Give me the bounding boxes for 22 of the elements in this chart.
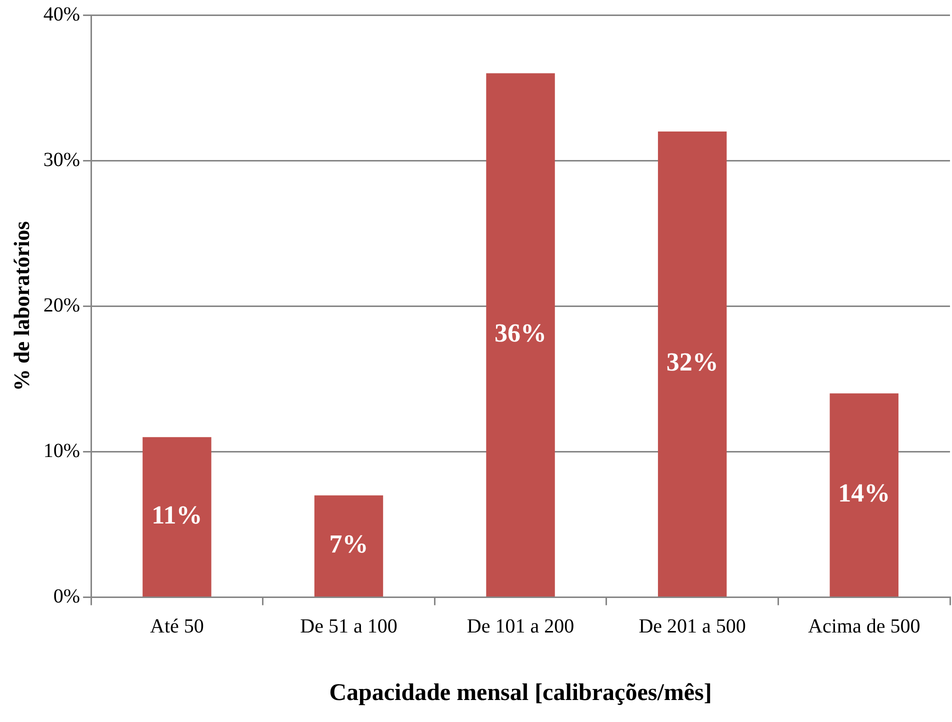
y-tick-label: 40% <box>43 3 80 26</box>
data-label: 14% <box>838 478 890 508</box>
y-tick-label: 20% <box>43 294 80 316</box>
x-tick-label: Até 50 <box>150 615 204 638</box>
data-label: 11% <box>152 500 202 530</box>
x-tick-label: Acima de 500 <box>808 615 920 638</box>
y-tick-label: 0% <box>53 585 80 608</box>
bar <box>658 131 727 596</box>
data-label: 32% <box>666 348 718 377</box>
data-label: 36% <box>494 318 547 348</box>
bar <box>314 495 384 596</box>
bar <box>142 437 212 596</box>
y-tick-label: 10% <box>43 440 80 462</box>
x-tick-label: De 201 a 500 <box>638 615 746 638</box>
x-tick-label: De 51 a 100 <box>300 615 398 638</box>
y-tick-label: 30% <box>43 148 80 171</box>
x-tick-label: De 101 a 200 <box>466 615 574 638</box>
bar <box>830 393 898 596</box>
bar <box>486 73 555 596</box>
y-axis-title: % de laboratórios <box>8 220 34 392</box>
x-axis-title: Capacidade mensal [calibrações/mês] <box>329 680 712 706</box>
data-label: 7% <box>329 530 368 559</box>
